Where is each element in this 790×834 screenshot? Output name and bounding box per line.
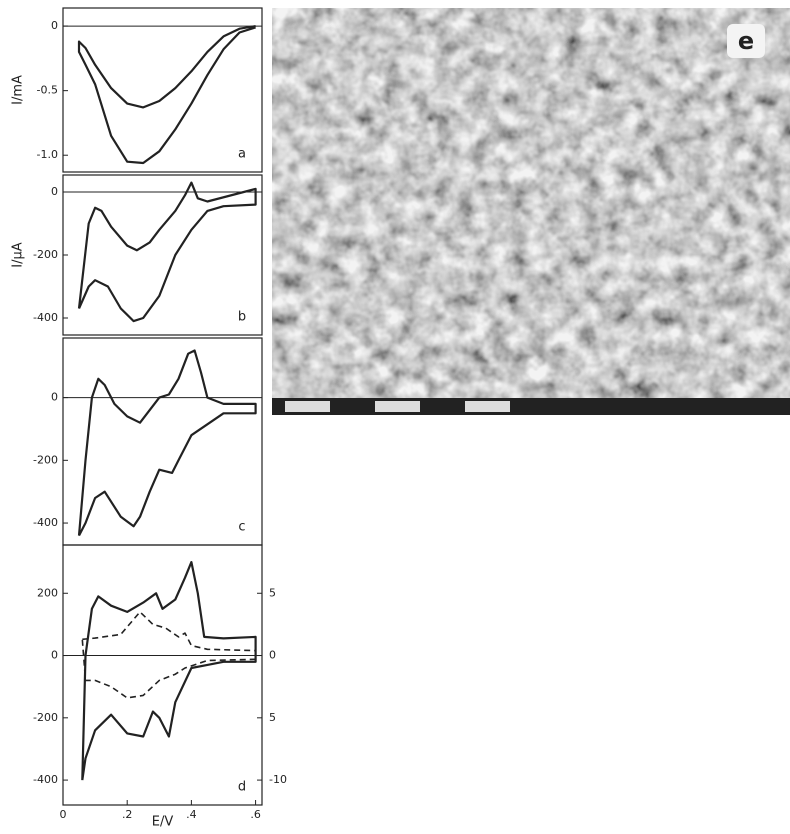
y-axis-label: I/μA <box>11 242 26 267</box>
y2-tick-label: 5 <box>269 586 276 599</box>
y-tick-label: 0 <box>51 185 58 198</box>
y2-tick-label: -10 <box>269 773 287 786</box>
y2-tick-label: 5 <box>269 711 276 724</box>
cv-curve <box>77 181 257 323</box>
y2-tick-label: 0 <box>269 649 276 662</box>
panel-label: d <box>238 780 246 795</box>
plot-frame <box>62 174 263 336</box>
panel-label: e <box>738 27 754 55</box>
scale-bar <box>272 398 790 415</box>
x-axis-label: E/V <box>152 815 174 830</box>
y-axis-label: I/mA <box>11 75 26 105</box>
scale-segment <box>285 401 330 412</box>
photo-panel: e <box>272 8 790 415</box>
x-tick-label: 0 <box>60 808 67 821</box>
x-tick-label: .2 <box>122 808 133 821</box>
scale-segment <box>375 401 420 412</box>
y-tick-label: 200 <box>37 586 58 599</box>
y-tick-label: 0 <box>51 19 58 32</box>
y-tick-label: -0.5 <box>37 84 58 97</box>
y-tick-label: 0 <box>51 391 58 404</box>
cv-curve <box>81 611 257 699</box>
y-tick-label: -200 <box>33 248 58 261</box>
panel-label: c <box>238 520 245 535</box>
y-tick-label: 0 <box>51 649 58 662</box>
plot-frame <box>62 337 263 546</box>
x-tick-label: .4 <box>186 808 197 821</box>
cv-curve <box>77 349 257 537</box>
x-tick-label: .6 <box>250 808 261 821</box>
sem-texture <box>272 8 790 398</box>
y-tick-label: -400 <box>33 773 58 786</box>
scale-segment <box>465 401 510 412</box>
cv-curve <box>81 561 257 781</box>
plot-frame <box>62 7 263 173</box>
y-tick-label: -400 <box>33 311 58 324</box>
plot-frame <box>62 544 263 806</box>
panel-label: a <box>238 147 246 162</box>
label-box <box>727 24 765 58</box>
y-tick-label: -200 <box>33 711 58 724</box>
cv-curve <box>77 25 256 165</box>
y-tick-label: -200 <box>33 453 58 466</box>
y-tick-label: -1.0 <box>37 148 58 161</box>
y-tick-label: -400 <box>33 516 58 529</box>
panel-label: b <box>238 310 246 325</box>
